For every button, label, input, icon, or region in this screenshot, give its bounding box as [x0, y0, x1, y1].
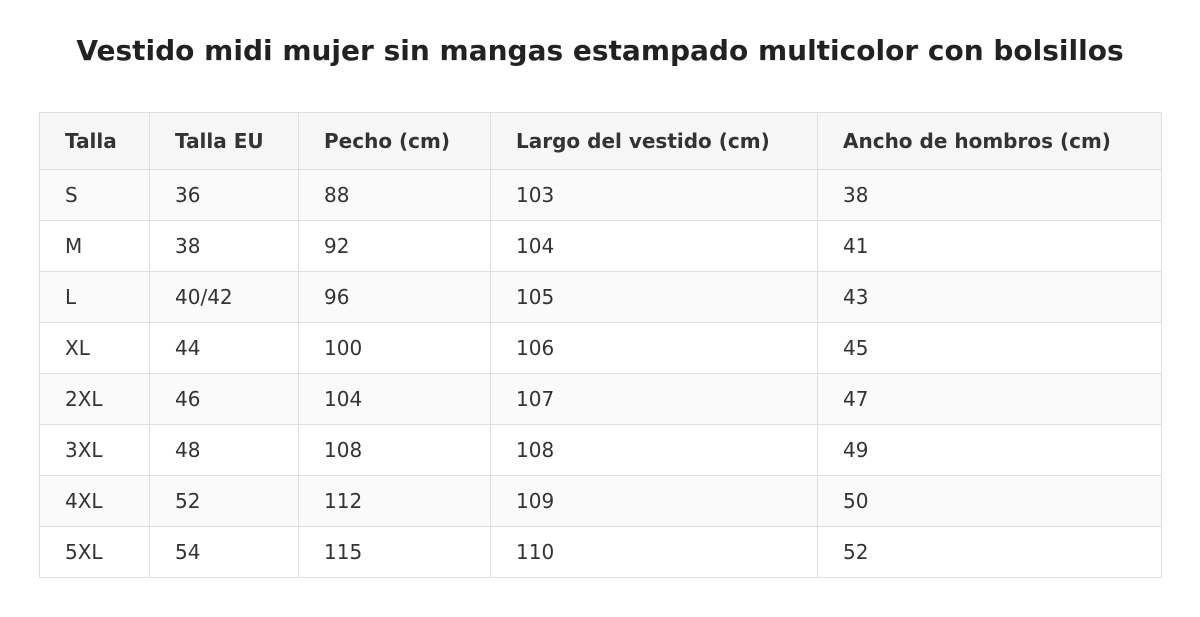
table-cell: 52 [149, 475, 299, 527]
table-cell: 4XL [39, 475, 150, 527]
table-row: S 36 88 103 38 [39, 169, 1162, 221]
table-cell: 108 [490, 424, 818, 476]
table-row: 5XL 54 115 110 52 [39, 526, 1162, 578]
table-cell: 88 [298, 169, 491, 221]
column-header: Largo del vestido (cm) [490, 112, 818, 170]
table-body: S 36 88 103 38 M 38 92 104 41 L 40/42 96 105 43 XL 44 100… [39, 169, 1162, 578]
table-cell: 46 [149, 373, 299, 425]
page-title: Vestido midi mujer sin mangas estampado … [76, 34, 1124, 67]
table-cell: 107 [490, 373, 818, 425]
table-cell: 54 [149, 526, 299, 578]
header-row: Talla Talla EU Pecho (cm) Largo del vestido… [39, 112, 1162, 170]
table-cell: 100 [298, 322, 491, 374]
column-header: Talla EU [149, 112, 299, 170]
table-cell: 103 [490, 169, 818, 221]
table-row: M 38 92 104 41 [39, 220, 1162, 272]
table-cell: S [39, 169, 150, 221]
table-cell: 40/42 [149, 271, 299, 323]
column-header: Pecho (cm) [298, 112, 491, 170]
table-cell: 2XL [39, 373, 150, 425]
table-cell: XL [39, 322, 150, 374]
table-cell: M [39, 220, 150, 272]
table-cell: 44 [149, 322, 299, 374]
table-cell: 109 [490, 475, 818, 527]
table-cell: 47 [817, 373, 1162, 425]
table-cell: 49 [817, 424, 1162, 476]
table-cell: 108 [298, 424, 491, 476]
table-cell: 5XL [39, 526, 150, 578]
table-cell: 106 [490, 322, 818, 374]
table-cell: 112 [298, 475, 491, 527]
table-cell: 48 [149, 424, 299, 476]
table-cell: L [39, 271, 150, 323]
table-row: 2XL 46 104 107 47 [39, 373, 1162, 425]
table-cell: 92 [298, 220, 491, 272]
table-cell: 43 [817, 271, 1162, 323]
table-cell: 104 [298, 373, 491, 425]
table-cell: 3XL [39, 424, 150, 476]
table-cell: 105 [490, 271, 818, 323]
table-row: XL 44 100 106 45 [39, 322, 1162, 374]
table-cell: 38 [149, 220, 299, 272]
table-cell: 52 [817, 526, 1162, 578]
table-row: 3XL 48 108 108 49 [39, 424, 1162, 476]
table-cell: 115 [298, 526, 491, 578]
size-table: Talla Talla EU Pecho (cm) Largo del vestido… [39, 112, 1162, 578]
table-row: 4XL 52 112 109 50 [39, 475, 1162, 527]
table-cell: 38 [817, 169, 1162, 221]
table-cell: 36 [149, 169, 299, 221]
table-cell: 96 [298, 271, 491, 323]
table-cell: 45 [817, 322, 1162, 374]
table-cell: 50 [817, 475, 1162, 527]
column-header: Ancho de hombros (cm) [817, 112, 1162, 170]
table-row: L 40/42 96 105 43 [39, 271, 1162, 323]
table-cell: 104 [490, 220, 818, 272]
table-cell: 41 [817, 220, 1162, 272]
column-header: Talla [39, 112, 150, 170]
table-cell: 110 [490, 526, 818, 578]
